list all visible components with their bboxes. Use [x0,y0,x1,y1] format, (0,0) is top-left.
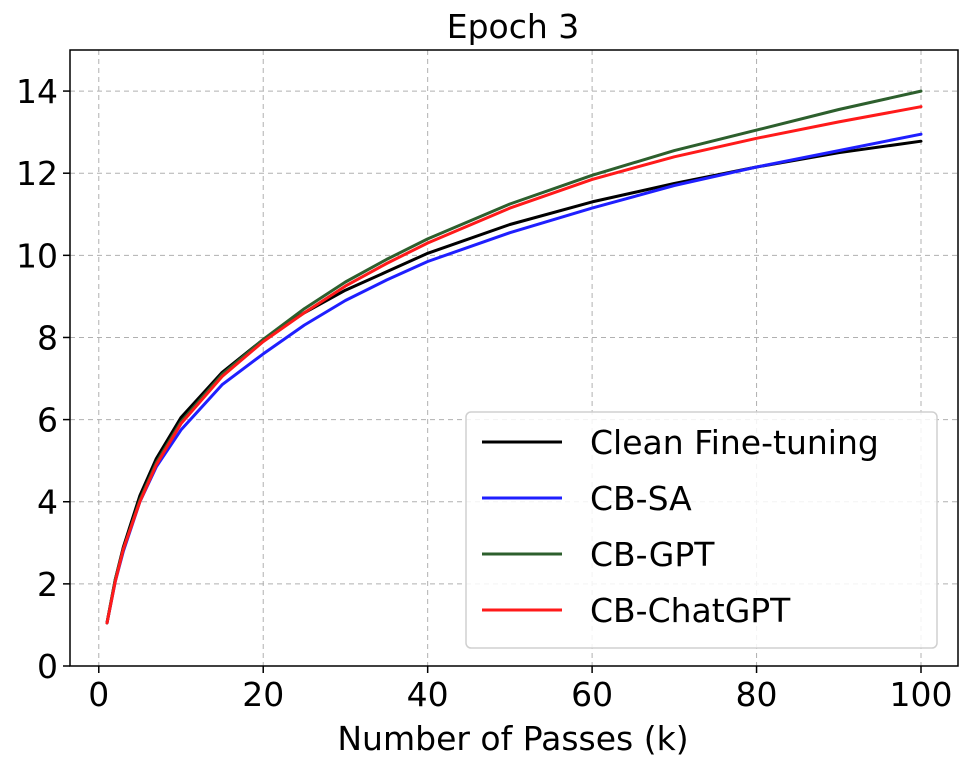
y-tick-label: 6 [37,401,58,440]
y-tick-label: 0 [37,647,58,686]
y-tick-label: 4 [37,483,58,522]
x-tick-label: 40 [407,675,449,714]
y-tick-label: 12 [16,154,58,193]
x-tick-label: 80 [736,675,778,714]
y-tick-label: 10 [16,236,58,275]
y-axis: 0 2 4 6 8 10 12 14 [16,72,70,686]
y-tick-label: 8 [37,318,58,357]
legend: Clean Fine-tuning CB-SA CB-GPT CB-ChatGPT [465,411,938,649]
x-tick-label: 20 [242,675,284,714]
series-line-cb-chatgpt [105,105,923,625]
legend-frame [465,411,938,649]
legend-label-clean-fine-tuning: Clean Fine-tuning [590,423,879,462]
plot-frame [69,49,959,667]
series-group [105,89,923,625]
chart-title: Epoch 3 [447,7,580,46]
x-axis: 0 20 40 60 80 100 [88,666,953,714]
legend-label-cb-chatgpt: CB-ChatGPT [590,591,791,630]
x-axis-label: Number of Passes (k) [337,719,688,758]
legend-label-cb-gpt: CB-GPT [590,535,715,574]
y-tick-label: 2 [37,565,58,604]
x-tick-label: 0 [88,675,109,714]
x-tick-label: 100 [890,675,953,714]
y-tick-label: 14 [16,72,58,111]
x-tick-label: 60 [571,675,613,714]
legend-label-cb-sa: CB-SA [590,479,692,518]
grid [70,50,958,667]
